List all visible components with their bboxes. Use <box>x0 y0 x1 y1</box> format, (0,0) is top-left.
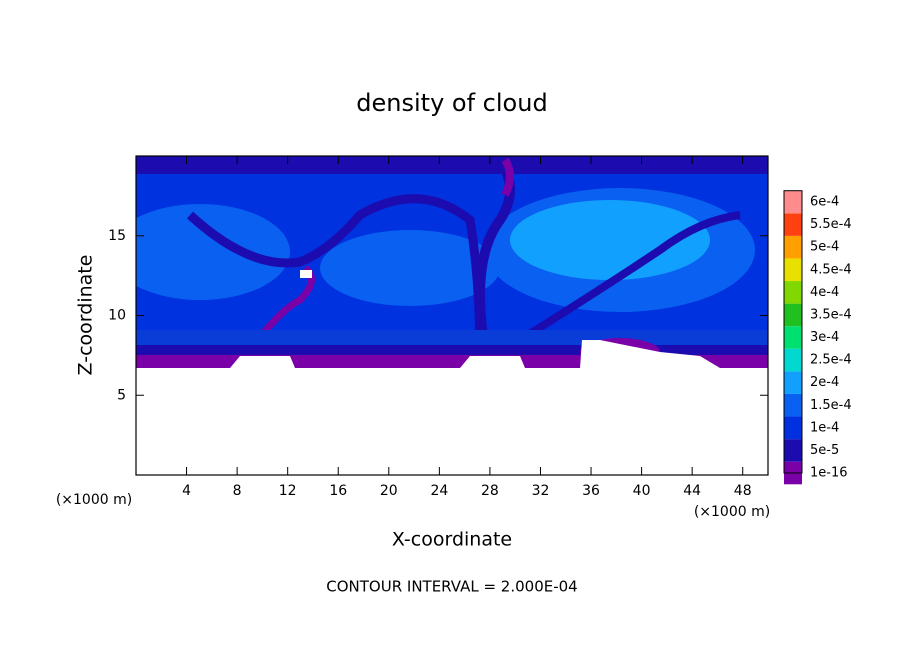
x-tick-label: 8 <box>233 483 242 499</box>
x-tick-label: 24 <box>430 483 448 499</box>
x-tick-label: 36 <box>582 483 600 499</box>
contour-fill <box>136 345 768 355</box>
x-tick-label: 32 <box>532 483 550 499</box>
colorbar-swatch <box>784 348 802 372</box>
x-axis-label: X-coordinate <box>392 529 512 551</box>
x-tick-label: 20 <box>380 483 398 499</box>
y-tick-label: 5 <box>117 387 126 403</box>
colorbar-swatch <box>784 258 802 282</box>
colorbar-label: 1e-16 <box>810 466 848 481</box>
colorbar-label: 3.5e-4 <box>810 307 852 322</box>
colorbar-swatch <box>784 303 802 327</box>
contour-fill <box>136 204 290 300</box>
colorbar-frame <box>783 190 803 474</box>
x-unit: (×1000 m) <box>694 504 770 520</box>
x-tick-label: 28 <box>481 483 499 499</box>
colorbar-label: 2e-4 <box>810 375 839 390</box>
x-tick-label: 40 <box>633 483 651 499</box>
colorbar-label: 5e-5 <box>810 443 839 458</box>
contour-fill <box>510 200 710 280</box>
colorbar-swatch <box>784 326 802 349</box>
contour-fill <box>136 156 768 174</box>
colorbar-swatch <box>784 416 802 440</box>
x-tick-label: 16 <box>329 483 347 499</box>
colorbar-swatch <box>784 371 802 394</box>
contour-fill <box>300 270 312 278</box>
chart-title: density of cloud <box>356 89 547 117</box>
contour-fill <box>320 230 500 306</box>
x-tick-label: 4 <box>182 483 191 499</box>
footer: CONTOUR INTERVAL = 2.000E-04 <box>326 578 577 596</box>
colorbar-swatch <box>784 439 802 462</box>
colorbar-label: 5.5e-4 <box>810 217 852 232</box>
contour-fill <box>136 330 768 345</box>
colorbar-label: 2.5e-4 <box>810 353 852 368</box>
y-unit: (×1000 m) <box>56 492 132 508</box>
contour-fill <box>501 157 514 197</box>
colorbar-label: 4e-4 <box>810 285 839 300</box>
colorbar-swatch <box>784 190 802 214</box>
colorbar-label: 6e-4 <box>810 195 839 210</box>
colorbar-swatch <box>784 213 802 236</box>
y-tick-label: 15 <box>108 228 126 244</box>
x-tick-label: 48 <box>734 483 752 499</box>
colorbar-swatch <box>784 393 802 417</box>
colorbar-label: 5e-4 <box>810 240 839 255</box>
contour-field <box>136 156 768 475</box>
x-tick-label: 12 <box>279 483 297 499</box>
contour-fill <box>186 194 485 361</box>
colorbar-swatch <box>784 235 802 259</box>
colorbar-label: 3e-4 <box>810 330 839 345</box>
y-tick-label: 10 <box>108 308 126 324</box>
colorbar-label: 4.5e-4 <box>810 262 852 277</box>
colorbar-label: 1.5e-4 <box>810 398 852 413</box>
contour-fill <box>136 340 768 475</box>
x-tick-label: 44 <box>683 483 701 499</box>
colorbar-swatch <box>784 281 802 304</box>
contour-fill <box>517 211 741 344</box>
y-axis-label: Z-coordinate <box>75 255 97 376</box>
colorbar-label: 1e-4 <box>810 420 839 435</box>
